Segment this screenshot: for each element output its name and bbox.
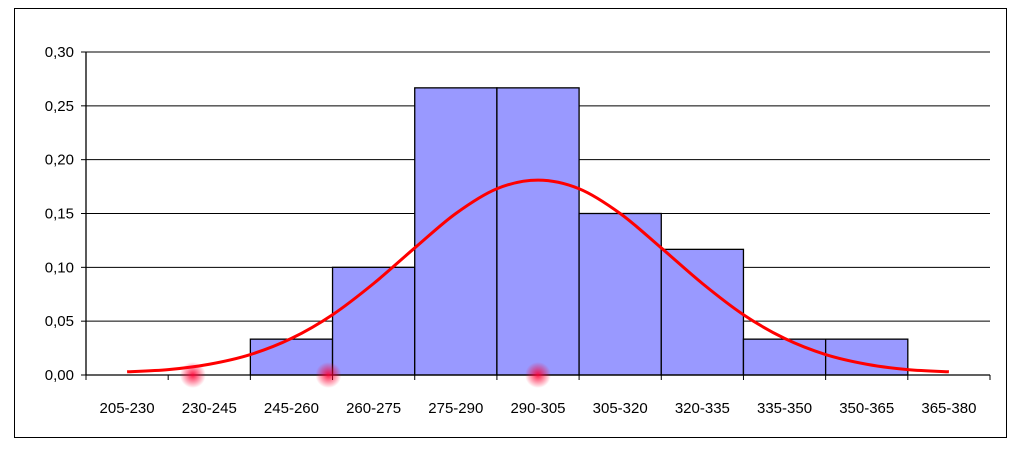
y-tick-label: 0,15 (45, 206, 74, 223)
x-tick-label: 205-230 (100, 400, 155, 417)
y-tick-label: 0,20 (45, 152, 74, 169)
curve-line (127, 178, 949, 374)
highlight-dot (179, 362, 206, 388)
x-tick-label: 230-245 (182, 400, 237, 417)
normal-curve (127, 178, 949, 374)
bar (742, 338, 827, 376)
highlight-dot (525, 362, 551, 388)
bar (660, 248, 745, 376)
x-tick-label: 305-320 (593, 400, 648, 417)
x-tick-label: 260-275 (346, 400, 401, 417)
bar (496, 87, 580, 376)
x-tick-label: 275-290 (428, 400, 483, 417)
bar (414, 87, 498, 376)
highlight-dot (315, 362, 342, 388)
x-tick-label: 350-365 (839, 400, 894, 417)
y-tick-label: 0,25 (45, 98, 74, 115)
bars (249, 87, 909, 376)
x-tick-label: 290-305 (510, 400, 565, 417)
y-tick-label: 0,10 (45, 259, 74, 276)
y-tick-labels: 0,00 0,05 0,10 0,15 0,20 0,25 0,30 (45, 44, 74, 384)
highlight-dots (179, 362, 551, 388)
y-tick-label: 0,05 (45, 313, 74, 330)
x-tick-label: 365-380 (921, 400, 976, 417)
x-tick-label: 245-260 (264, 400, 319, 417)
y-tick-label: 0,30 (45, 44, 74, 61)
x-tick-label: 335-350 (757, 400, 812, 417)
x-tick-label: 320-335 (675, 400, 730, 417)
y-tick-label: 0,00 (45, 367, 74, 384)
x-tick-labels: 205-230 230-245 245-260 260-275 275-290 290-3… (100, 400, 977, 417)
